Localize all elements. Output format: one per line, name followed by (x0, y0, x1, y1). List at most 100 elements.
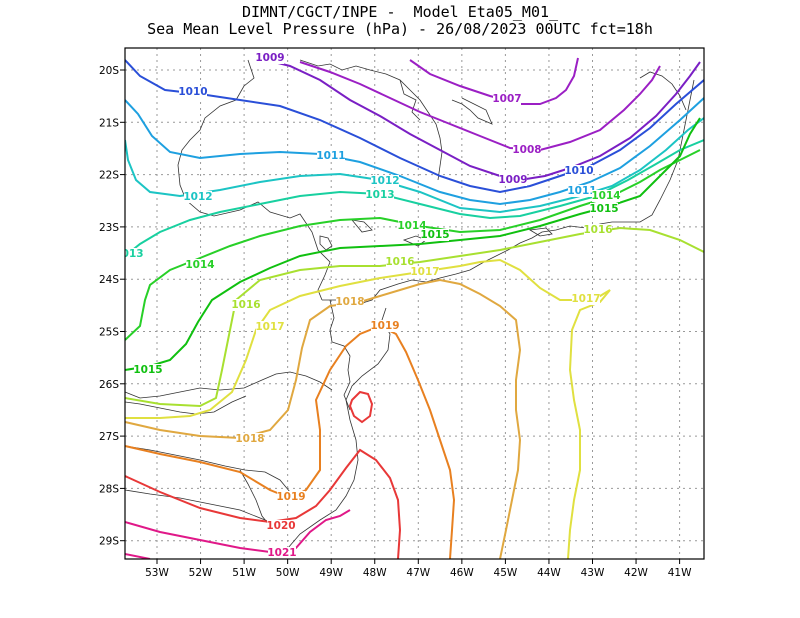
lat-label: 20S (99, 65, 119, 77)
lon-label: 50W (276, 567, 300, 579)
isobar-label-bg (366, 189, 394, 201)
isobar-label-bg (592, 190, 620, 202)
lat-label: 21S (99, 117, 119, 129)
lat-label: 29S (99, 536, 119, 548)
isobar-label-1019: 1019 (370, 320, 399, 332)
isobar-label-bg (125, 248, 143, 260)
isobar-label-1016: 1016 (385, 256, 414, 268)
isobar-label-1019: 1019 (276, 491, 305, 503)
isobar-label-bg (411, 266, 439, 278)
isobar-label-1012: 1012 (183, 191, 212, 203)
isobar-label-bg (277, 491, 305, 503)
isobar-label-1017: 1017 (255, 321, 284, 333)
isobar-1022 (125, 553, 151, 559)
lon-label: 51W (232, 567, 256, 579)
isobar-label-1014: 1014 (591, 190, 620, 202)
isobar-label-bg (184, 191, 212, 203)
isobar-label-bg (236, 433, 264, 445)
lon-label: 42W (624, 567, 648, 579)
lat-label: 27S (99, 431, 119, 443)
isobar-label-1010: 1010 (178, 86, 207, 98)
isobar-label-bg (317, 150, 345, 162)
isobar-label-bg (421, 229, 449, 241)
isobar-label-1011: 1011 (567, 185, 596, 197)
isobar-label-1011: 1011 (316, 150, 345, 162)
isobar-label-bg (134, 364, 162, 376)
lon-label: 49W (319, 567, 343, 579)
isobar-1007 (409, 57, 579, 105)
lat-label: 22S (99, 170, 119, 182)
isobar-1010 (125, 59, 704, 194)
isobar-1008 (299, 61, 661, 152)
isobar-1011 (125, 97, 704, 206)
isobar-label-bg (572, 293, 600, 305)
isobar-label-bg (513, 144, 541, 156)
isobar-label-bg (256, 321, 284, 333)
isobar-label-1017: 1017 (410, 266, 439, 278)
isobar-labels: 1009 1007 1008 1009 1010 1010 1011 1011 1012 1012… (114, 52, 621, 559)
isobar-label-1015: 1015 (133, 364, 162, 376)
title-line-2: Sea Mean Level Pressure (hPa) - 26/08/20… (147, 20, 653, 38)
map-frame (124, 47, 705, 560)
isobar-label-bg (232, 299, 260, 311)
isobar-label-bg (268, 547, 296, 559)
isobar-label-1014: 1014 (185, 259, 214, 271)
lon-label: 43W (581, 567, 605, 579)
lon-label: 47W (406, 567, 430, 579)
isobar-label-1014: 1014 (397, 220, 426, 232)
lat-label: 26S (99, 379, 119, 391)
isobar-1020 (125, 448, 402, 559)
isobar-label-bg (493, 93, 521, 105)
isobar-label-1012: 1012 (370, 175, 399, 187)
lon-label: 48W (363, 567, 387, 579)
isobar-label-1013: 1013 (114, 248, 143, 260)
isobar-label-bg (565, 165, 593, 177)
isobar-label-1020: 1020 (266, 520, 295, 532)
isobar-label-bg (256, 52, 284, 64)
lat-label: 28S (99, 483, 119, 495)
isobar-label-bg (568, 185, 596, 197)
isobar-1021 (125, 509, 351, 554)
isobar-1020-cell (348, 390, 374, 424)
isobar-label-1018: 1018 (335, 296, 364, 308)
isobar-label-1009: 1009 (498, 174, 527, 186)
axis-ticks (120, 69, 681, 564)
lon-label: 45W (494, 567, 518, 579)
isobar-label-1015: 1015 (589, 203, 618, 215)
lon-label: 53W (145, 567, 169, 579)
isobar-label-1021: 1021 (267, 547, 296, 559)
longitude-labels: 53W 52W 51W 50W 49W 48W 47W 46W 45W 44W 43W 42W 41W (145, 567, 692, 579)
isobar-label-1010: 1010 (564, 165, 593, 177)
isobar-label-1015: 1015 (420, 229, 449, 241)
latitude-labels: 20S 21S 22S 23S 24S 25S 26S 27S 28S 29S (99, 65, 119, 548)
isobar-label-bg (584, 224, 612, 236)
isobar-label-1007: 1007 (492, 93, 521, 105)
isobar-1014 (125, 149, 701, 341)
isobar-label-bg (499, 174, 527, 186)
isobar-label-1013: 1013 (365, 189, 394, 201)
isobar-label-bg (386, 256, 414, 268)
isobar-label-bg (336, 296, 364, 308)
lat-label: 24S (99, 274, 119, 286)
isobar-label-bg (371, 175, 399, 187)
isobar-label-bg (590, 203, 618, 215)
isobar-label-bg (186, 259, 214, 271)
isobar-lines (125, 57, 704, 559)
isobar-1019 (125, 324, 456, 559)
isobar-1013 (125, 139, 704, 257)
isobar-label-bg (371, 320, 399, 332)
isobar-1017 (125, 258, 611, 559)
grid-lines (125, 48, 704, 559)
isobar-1012 (125, 117, 704, 214)
isobar-1015 (125, 117, 701, 371)
lat-label: 25S (99, 327, 119, 339)
lat-label: 23S (99, 222, 119, 234)
isobar-label-1017: 1017 (571, 293, 600, 305)
isobar-label-bg (179, 86, 207, 98)
isobar-label-1016: 1016 (231, 299, 260, 311)
isobar-label-bg (398, 220, 426, 232)
isobar-label-1016: 1016 (583, 224, 612, 236)
isobar-label-1018: 1018 (235, 433, 264, 445)
isobar-label-bg (267, 520, 295, 532)
